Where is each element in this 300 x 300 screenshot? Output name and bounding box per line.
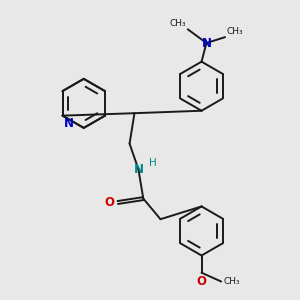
Text: CH₃: CH₃ (226, 27, 243, 36)
Text: CH₃: CH₃ (223, 277, 240, 286)
Text: N: N (64, 117, 74, 130)
Text: N: N (201, 37, 212, 50)
Text: H: H (149, 158, 157, 168)
Text: O: O (196, 274, 206, 288)
Text: CH₃: CH₃ (170, 19, 186, 28)
Text: N: N (134, 163, 143, 176)
Text: O: O (105, 196, 115, 209)
